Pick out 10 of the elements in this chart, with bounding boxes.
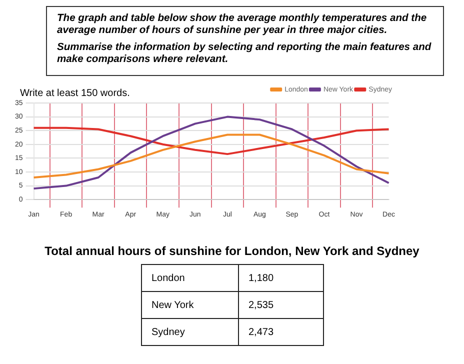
category-label: London bbox=[141, 264, 238, 292]
text: The graph and table below show the average monthly temperatures and the average number of hours of sunshine per year in three major cities. bbox=[57, 13, 428, 37]
text: Summarise the information by selecting and reporting the main features and make comparisons where relevant. bbox=[57, 42, 432, 66]
text: 1,180 bbox=[248, 272, 274, 284]
category-label: Sydney bbox=[141, 318, 238, 346]
text: 2,535 bbox=[248, 300, 274, 310]
text: Total annual hours of sunshine for London, New York and Sydney bbox=[44, 244, 420, 258]
category-label: New York bbox=[141, 292, 238, 318]
text: 2,473 bbox=[248, 326, 274, 338]
text: Write at least 150 words. bbox=[20, 88, 130, 99]
